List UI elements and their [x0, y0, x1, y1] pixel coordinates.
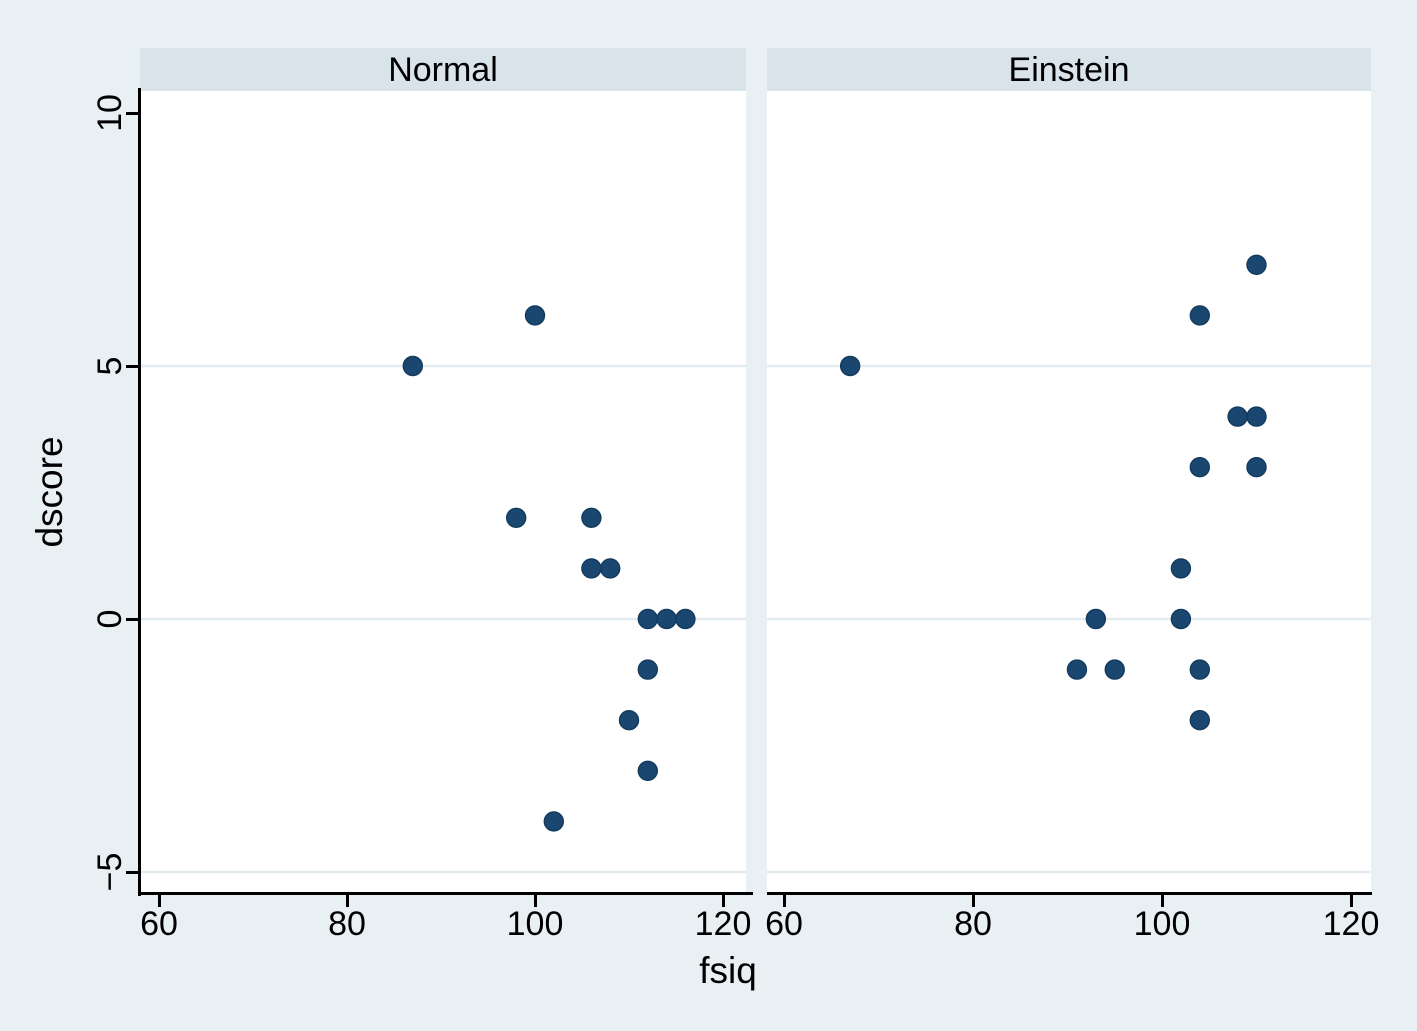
x-tick-label-0-80: 80	[328, 905, 366, 943]
y-tick-label-10: 10	[91, 94, 129, 132]
y-tick-0	[126, 617, 138, 621]
data-point	[637, 608, 658, 630]
data-point	[402, 355, 423, 377]
y-tick-label-5: 5	[91, 356, 129, 376]
panel-title-normal: Normal	[388, 50, 498, 89]
data-point	[1170, 608, 1192, 630]
data-point	[1189, 659, 1210, 680]
y-tick--5	[126, 870, 138, 874]
x-axis-line-normal	[138, 892, 753, 895]
data-point	[656, 608, 677, 630]
data-point	[1246, 406, 1267, 427]
data-point	[1246, 457, 1267, 478]
data-point	[600, 558, 621, 579]
data-point	[581, 507, 602, 528]
panel-title-band-einstein: Einstein	[767, 48, 1371, 91]
data-point	[524, 305, 546, 326]
x-tick-0-60	[157, 895, 161, 907]
y-axis-line	[138, 88, 141, 896]
x-axis-title: fsiq	[699, 950, 757, 991]
data-point	[637, 760, 658, 781]
plot-area-einstein	[767, 91, 1371, 893]
panel-title-band-normal: Normal	[140, 48, 746, 91]
x-tick-label-0-60: 60	[140, 905, 178, 943]
data-point	[637, 659, 658, 680]
panel-title-einstein: Einstein	[1008, 50, 1130, 89]
x-tick-1-120	[1349, 895, 1353, 907]
data-point	[675, 608, 696, 630]
x-tick-label-1-60: 60	[765, 905, 803, 943]
x-tick-label-1-100: 100	[1133, 905, 1191, 943]
data-point	[839, 355, 861, 377]
y-axis-title: dscore	[29, 436, 70, 548]
data-point	[543, 811, 564, 832]
x-tick-1-100	[1160, 895, 1164, 907]
x-tick-1-60	[782, 895, 786, 907]
data-point	[581, 558, 602, 579]
scatter-canvas-einstein	[767, 254, 1371, 874]
x-tick-0-120	[721, 895, 725, 907]
data-point	[618, 710, 640, 731]
data-point	[1246, 254, 1267, 276]
data-point	[1104, 659, 1125, 680]
x-axis-line-einstein	[767, 892, 1372, 895]
x-tick-0-100	[533, 895, 537, 907]
data-point	[1170, 558, 1192, 579]
y-tick-5	[126, 364, 138, 368]
x-tick-label-0-100: 100	[506, 905, 564, 943]
scatter-canvas-normal	[140, 305, 746, 874]
x-tick-0-80	[345, 895, 349, 907]
data-point	[1085, 608, 1107, 630]
data-point	[1189, 457, 1210, 478]
x-tick-label-1-120: 120	[1322, 905, 1380, 943]
data-point	[1066, 659, 1088, 680]
y-tick-10	[126, 111, 138, 115]
plot-area-normal	[140, 91, 746, 893]
x-tick-1-80	[971, 895, 975, 907]
x-tick-label-1-80: 80	[954, 905, 992, 943]
y-tick-label--5: −5	[91, 852, 129, 892]
x-tick-label-0-120: 120	[694, 905, 752, 943]
data-point	[1227, 406, 1248, 427]
data-point	[506, 507, 527, 528]
data-point	[1189, 710, 1210, 731]
data-point	[1189, 305, 1210, 326]
y-tick-label-0: 0	[91, 609, 129, 629]
